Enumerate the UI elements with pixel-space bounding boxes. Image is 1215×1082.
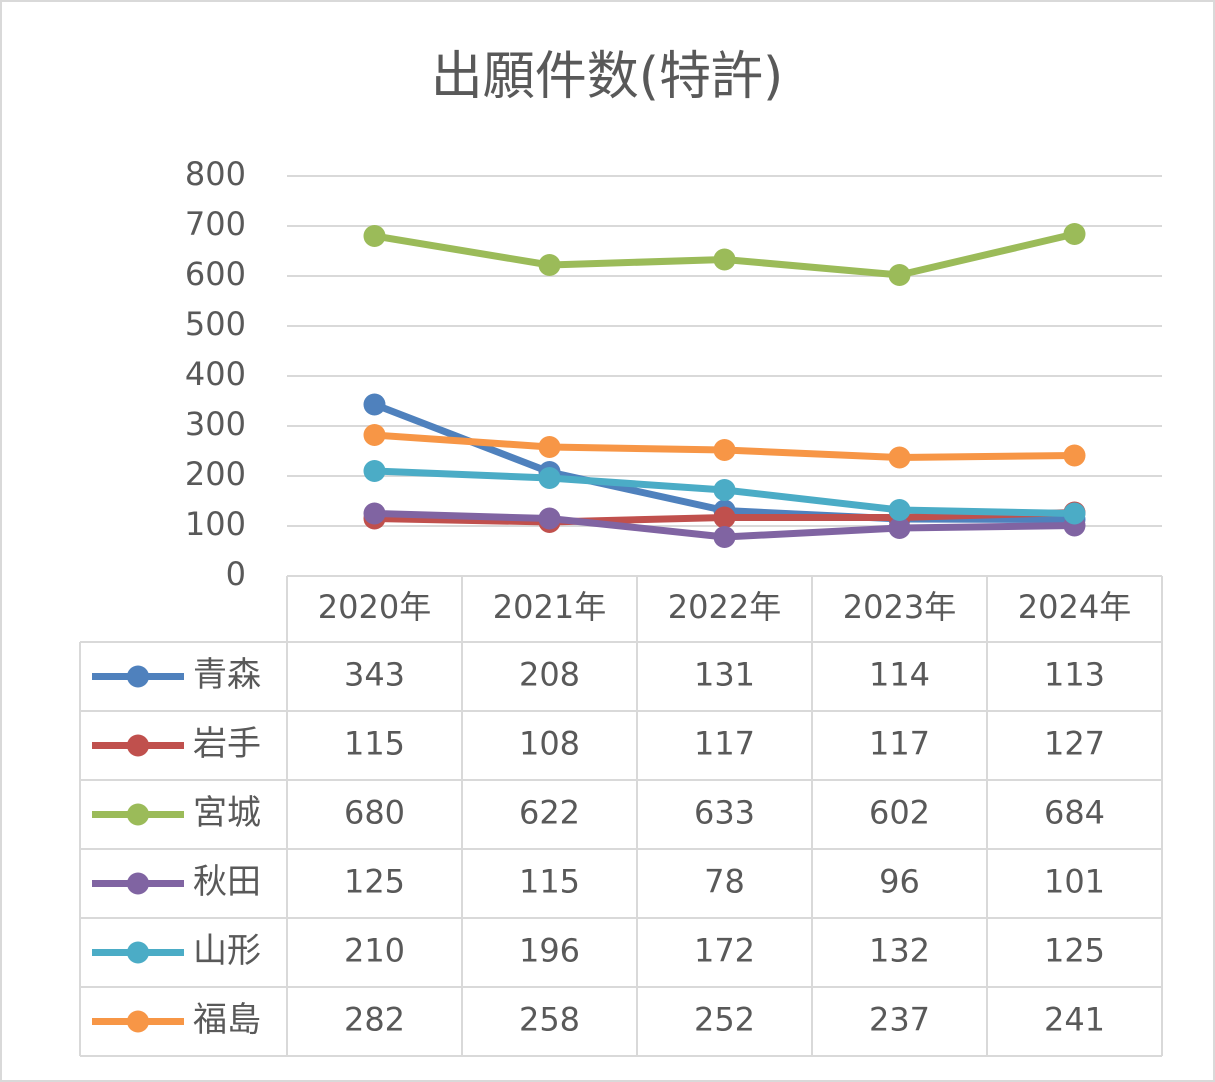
- table-value: 680: [344, 794, 405, 832]
- legend-key-marker: [127, 734, 149, 757]
- legend-label: 山形: [193, 931, 261, 971]
- table-value: 125: [1044, 932, 1105, 970]
- table-value: 633: [694, 794, 755, 832]
- marker: [1063, 223, 1086, 245]
- y-tick-label: 800: [185, 155, 246, 193]
- table-value: 210: [344, 932, 405, 970]
- y-tick-label: 0: [226, 555, 246, 593]
- marker: [363, 393, 386, 416]
- x-tick-label: 2024年: [1018, 588, 1131, 626]
- table-value: 237: [869, 1001, 930, 1039]
- marker: [888, 446, 911, 469]
- table-value: 101: [1044, 863, 1105, 901]
- table-value: 172: [694, 932, 755, 970]
- table-value: 258: [519, 1001, 580, 1039]
- marker: [713, 248, 736, 271]
- legend-key-marker: [127, 1010, 149, 1033]
- y-tick-label: 300: [185, 405, 246, 443]
- table-value: 252: [694, 1001, 755, 1039]
- marker: [363, 225, 386, 247]
- legend-label: 福島: [193, 1000, 261, 1040]
- marker: [538, 507, 561, 530]
- marker: [713, 526, 736, 548]
- marker: [538, 436, 561, 458]
- table-value: 343: [344, 656, 405, 694]
- marker: [363, 424, 386, 446]
- marker: [713, 479, 736, 501]
- table-value: 208: [519, 656, 580, 694]
- legend-key-marker: [127, 872, 149, 895]
- table-value: 241: [1044, 1001, 1105, 1039]
- table-value: 131: [694, 656, 755, 694]
- x-tick-label: 2023年: [843, 588, 956, 626]
- marker: [888, 499, 911, 521]
- table-value: 125: [344, 863, 405, 901]
- table-value: 78: [704, 863, 745, 901]
- table-value: 113: [1044, 656, 1105, 694]
- marker: [888, 517, 911, 539]
- table-value: 114: [869, 656, 930, 694]
- table-value: 602: [869, 794, 930, 832]
- marker: [538, 254, 561, 276]
- table-value: 108: [519, 725, 580, 763]
- table-value: 115: [519, 863, 580, 901]
- legend-label: 岩手: [193, 724, 261, 764]
- table-value: 117: [869, 725, 930, 763]
- table-value: 115: [344, 725, 405, 763]
- table-value: 282: [344, 1001, 405, 1039]
- marker: [538, 467, 561, 489]
- marker: [1063, 502, 1086, 525]
- y-tick-label: 600: [185, 255, 246, 293]
- legend-key-marker: [127, 665, 149, 688]
- table-value: 127: [1044, 725, 1105, 763]
- table-value: 132: [869, 932, 930, 970]
- legend-label: 宮城: [193, 793, 261, 833]
- marker: [363, 460, 386, 482]
- y-tick-label: 100: [185, 505, 246, 543]
- legend-key-marker: [127, 941, 149, 964]
- x-tick-label: 2022年: [668, 588, 781, 626]
- y-tick-label: 500: [185, 305, 246, 343]
- table-value: 684: [1044, 794, 1105, 832]
- table-value: 622: [519, 794, 580, 832]
- legend-label: 秋田: [193, 862, 261, 902]
- marker: [713, 439, 736, 461]
- y-tick-label: 200: [185, 455, 246, 493]
- marker: [888, 264, 911, 286]
- legend-label: 青森: [193, 655, 261, 695]
- table-value: 117: [694, 725, 755, 763]
- x-tick-label: 2021年: [493, 588, 606, 626]
- marker: [1063, 444, 1086, 467]
- marker: [363, 502, 386, 525]
- marker: [713, 506, 736, 529]
- legend-key-marker: [127, 803, 149, 826]
- x-tick-label: 2020年: [318, 588, 431, 626]
- chart-title: 出願件数(特許): [431, 47, 784, 107]
- y-tick-label: 700: [185, 205, 246, 243]
- table-value: 96: [879, 863, 920, 901]
- table-value: 196: [519, 932, 580, 970]
- y-tick-label: 400: [185, 355, 246, 393]
